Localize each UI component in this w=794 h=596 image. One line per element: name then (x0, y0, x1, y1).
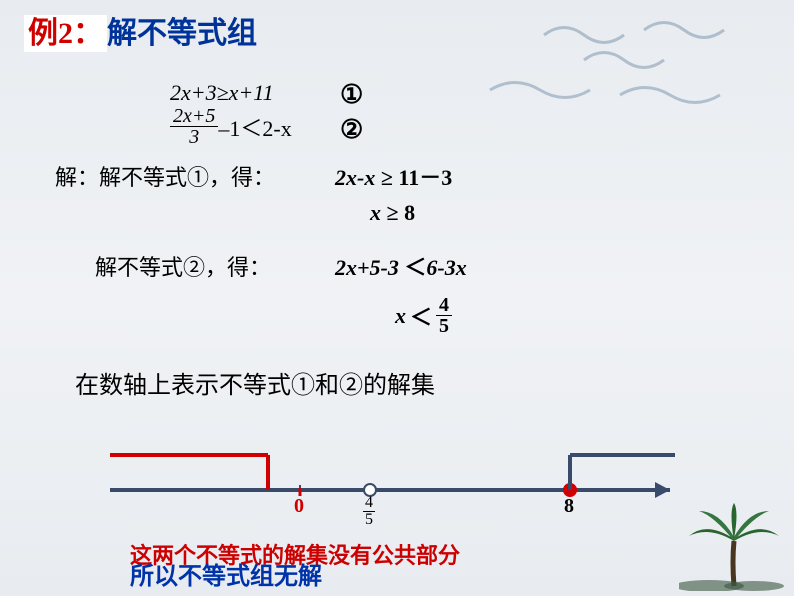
example-number: 例2： (24, 15, 107, 52)
tick-label-frac: 4 5 (363, 495, 375, 528)
tick-label-8: 8 (564, 495, 574, 518)
solution-prefix: 解： (55, 165, 99, 190)
equation-label-2: ② (340, 115, 363, 145)
header-title: 解不等式组 (107, 17, 257, 50)
palm-tree-decoration (679, 501, 789, 591)
solve2-label: 解不等式②，得： (95, 250, 271, 282)
solve1-result: 2x-x ≥ 11－3 (335, 160, 452, 192)
equation-system: 2x+3≥x+11 2x+5 3 –1＜2-x (170, 80, 292, 147)
wave-decoration-top (534, 15, 754, 75)
example-header: 例2：解不等式组 (24, 8, 257, 52)
equation-1: 2x+3≥x+11 (170, 80, 292, 106)
solution-prefix-row: 解：解不等式①，得： (55, 160, 275, 192)
number-line-label: 在数轴上表示不等式①和②的解集 (75, 365, 435, 400)
axis-arrow (655, 482, 670, 498)
conclusion-blue: 所以不等式组无解 (130, 556, 322, 591)
equation-2: 2x+5 3 –1＜2-x (170, 106, 292, 147)
solve1-label: 解不等式①，得： (99, 165, 275, 190)
solve2-simplified: x ＜ 4 5 (395, 295, 452, 336)
solve1-simplified: x ≥ 8 (370, 200, 415, 226)
number-line: 0 4 5 8 (110, 440, 700, 530)
solve2-result: 2x+5-3 ＜6-3x (335, 250, 467, 282)
equation-label-1: ① (340, 80, 363, 110)
wave-decoration-mid (480, 70, 760, 120)
tick-label-0: 0 (294, 495, 304, 518)
